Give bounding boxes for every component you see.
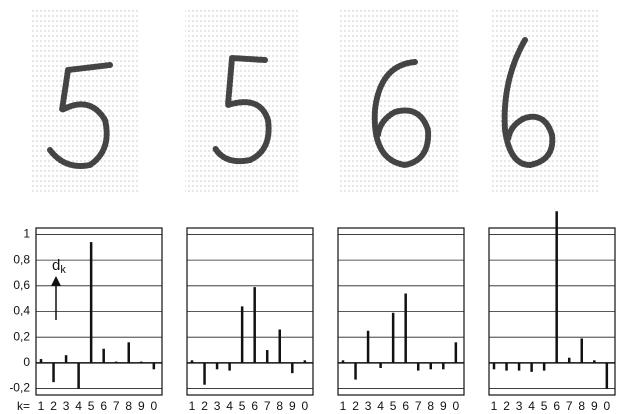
annotation-sub: k (60, 264, 66, 276)
x-tick-label: 3 (63, 399, 70, 413)
x-tick-label: 0 (452, 399, 459, 413)
x-tick-label: 8 (578, 399, 585, 413)
x-tick-label: 7 (113, 399, 120, 413)
x-tick-label: 8 (125, 399, 132, 413)
x-tick-label: 6 (100, 399, 107, 413)
x-axis-label: k= (17, 399, 30, 413)
x-tick-label: 2 (503, 399, 510, 413)
x-tick-label: 4 (377, 399, 384, 413)
x-tick-label: 5 (239, 399, 246, 413)
x-tick-label: 7 (415, 399, 422, 413)
x-tick-label: 2 (352, 399, 359, 413)
digit-stroke (47, 62, 113, 169)
x-tick-label: 3 (214, 399, 221, 413)
x-tick-label: 2 (50, 399, 57, 413)
x-tick-label: 7 (264, 399, 271, 413)
x-tick-label: 9 (591, 399, 598, 413)
x-tick-label: 6 (402, 399, 409, 413)
y-tick-label: 0,6 (13, 278, 30, 292)
x-tick-label: 7 (566, 399, 573, 413)
x-tick-label: 0 (603, 399, 610, 413)
dot-matrix (490, 10, 600, 195)
x-tick-label: 8 (427, 399, 434, 413)
x-tick-label: 1 (340, 399, 347, 413)
x-tick-label: 0 (150, 399, 157, 413)
digit-images (30, 10, 600, 195)
y-tick-label: 0,2 (13, 329, 30, 343)
digit-stroke (371, 59, 432, 168)
y-tick-label: 0,8 (13, 252, 30, 266)
x-tick-label: 5 (88, 399, 95, 413)
y-tick-label: -0,2 (9, 381, 30, 395)
x-tick-label: 4 (75, 399, 82, 413)
x-tick-label: 6 (553, 399, 560, 413)
annotation-arrowhead (51, 276, 61, 286)
annotation-main: d (52, 257, 60, 274)
y-tick-label: 0 (23, 355, 30, 369)
x-tick-label: 3 (516, 399, 523, 413)
x-tick-label: 1 (491, 399, 498, 413)
digit-stroke (501, 37, 556, 168)
x-tick-label: 4 (226, 399, 233, 413)
x-tick-label: 6 (251, 399, 258, 413)
x-tick-label: 2 (201, 399, 208, 413)
x-tick-label: 9 (138, 399, 145, 413)
digit-stroke (212, 55, 272, 165)
dot-matrix (340, 10, 460, 195)
x-tick-label: 0 (301, 399, 308, 413)
x-tick-label: 8 (276, 399, 283, 413)
x-tick-label: 1 (38, 399, 45, 413)
annotation: dk (52, 257, 66, 276)
x-tick-label: 9 (440, 399, 447, 413)
x-tick-label: 1 (189, 399, 196, 413)
x-tick-label: 3 (365, 399, 372, 413)
x-tick-label: 5 (390, 399, 397, 413)
y-tick-label: 1 (23, 227, 30, 241)
x-tick-label: 4 (528, 399, 535, 413)
y-tick-label: 0,4 (13, 304, 30, 318)
x-tick-label: 9 (289, 399, 296, 413)
x-tick-label: 5 (541, 399, 548, 413)
